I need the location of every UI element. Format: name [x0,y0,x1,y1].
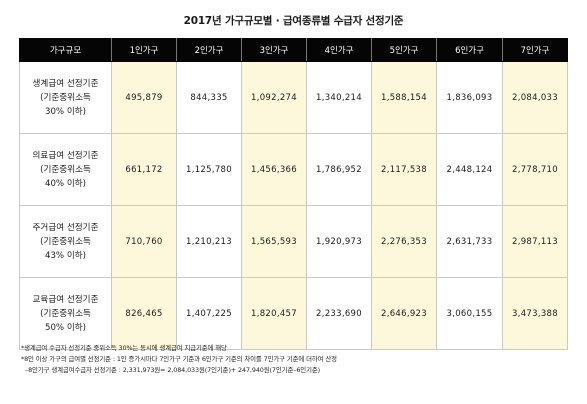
table-cell: 1,092,274 [241,61,307,134]
row-label-line: 40% 이하) [45,178,86,189]
table-cell: 1,407,225 [176,277,242,350]
table-cell: 1,820,457 [241,277,307,350]
row-label-line: 50% 이하) [45,322,86,333]
row-label-line: (기준중위소득 [40,308,91,319]
table-cell: 3,473,388 [502,277,568,350]
row-label-line: 교육급여 선정기준 [32,294,99,305]
table-cell: 2,448,124 [436,133,503,206]
row-label-housing: 주거급여 선정기준 (기준중위소득 43% 이하) [19,205,112,278]
row-label-line: (기준중위소득 [40,92,91,103]
table-cell: 2,233,690 [306,277,372,350]
row-label-line: 생계급여 선정기준 [32,78,99,89]
table-cell: 1,210,213 [176,205,242,278]
table-cell: 2,778,710 [502,133,568,206]
table-cell: 2,276,353 [371,205,437,278]
table-cell: 2,631,733 [436,205,503,278]
row-label-education: 교육급여 선정기준 (기준중위소득 50% 이하) [19,277,112,350]
header-6-person: 6인가구 [436,38,503,62]
header-3-person: 3인가구 [241,38,307,62]
table-cell: 1,588,154 [371,61,437,134]
row-label-line: 30% 이하) [45,106,86,117]
table-row-education: 교육급여 선정기준 (기준중위소득 50% 이하) 826,465 1,407,… [19,277,568,350]
table-cell: 495,879 [111,61,177,134]
table-cell: 3,060,155 [436,277,503,350]
table-cell: 1,836,093 [436,61,503,134]
row-label-line: (기준중위소득 [40,236,91,247]
row-label-line: 주거급여 선정기준 [32,222,99,233]
table-cell: 2,117,538 [371,133,437,206]
table-cell: 661,172 [111,133,177,206]
header-7-person: 7인가구 [502,38,568,62]
row-label-livelihood: 생계급여 선정기준 (기준중위소득 30% 이하) [19,61,112,134]
table-cell: 710,760 [111,205,177,278]
table-cell: 1,565,593 [241,205,307,278]
table-cell: 2,084,033 [502,61,568,134]
table-cell: 1,340,214 [306,61,372,134]
table-cell: 1,125,780 [176,133,242,206]
table-cell: 1,456,366 [241,133,307,206]
table-cell: 1,786,952 [306,133,372,206]
page-title: 2017년 가구규모별 · 급여종류별 수급자 선정기준 [183,15,404,27]
table-row-medical: 의료급여 선정기준 (기준중위소득 40% 이하) 661,172 1,125,… [19,133,568,206]
table-cell: 826,465 [111,277,177,350]
row-label-line: (기준중위소득 [40,164,91,175]
footnotes: *생계급여 수급자 선정기준 중위소득 30%는 동시에 생계급여 지급기준에 … [21,343,337,376]
row-label-line: 43% 이하) [45,250,86,261]
table-cell: 2,987,113 [502,205,568,278]
header-5-person: 5인가구 [371,38,437,62]
header-1-person: 1인가구 [111,38,177,62]
table-cell: 2,646,923 [371,277,437,350]
table-cell: 1,920,973 [306,205,372,278]
row-label-medical: 의료급여 선정기준 (기준중위소득 40% 이하) [19,133,112,206]
selection-criteria-table: 가구규모 1인가구 2인가구 3인가구 4인가구 5인가구 6인가구 7인가구 … [19,38,568,350]
table-header-row: 가구규모 1인가구 2인가구 3인가구 4인가구 5인가구 6인가구 7인가구 [19,38,568,62]
footnote-livelihood: *생계급여 수급자 선정기준 중위소득 30%는 동시에 생계급여 지급기준에 … [21,344,227,352]
footnote-8-person-example: –8인가구 생계급여수급자 선정기준 : 2,331,973원= 2,084,0… [25,366,321,374]
table-row-livelihood: 생계급여 선정기준 (기준중위소득 30% 이하) 495,879 844,33… [19,61,568,134]
header-2-person: 2인가구 [176,38,242,62]
table-cell: 844,335 [176,61,242,134]
header-household-size: 가구규모 [19,38,112,62]
footnote-8-person-rule: *8인 이상 가구의 급여별 선정기준 : 1인 증가시마다 7인가구 기준과 … [21,355,337,363]
table-row-housing: 주거급여 선정기준 (기준중위소득 43% 이하) 710,760 1,210,… [19,205,568,278]
row-label-line: 의료급여 선정기준 [32,150,99,161]
header-4-person: 4인가구 [306,38,372,62]
